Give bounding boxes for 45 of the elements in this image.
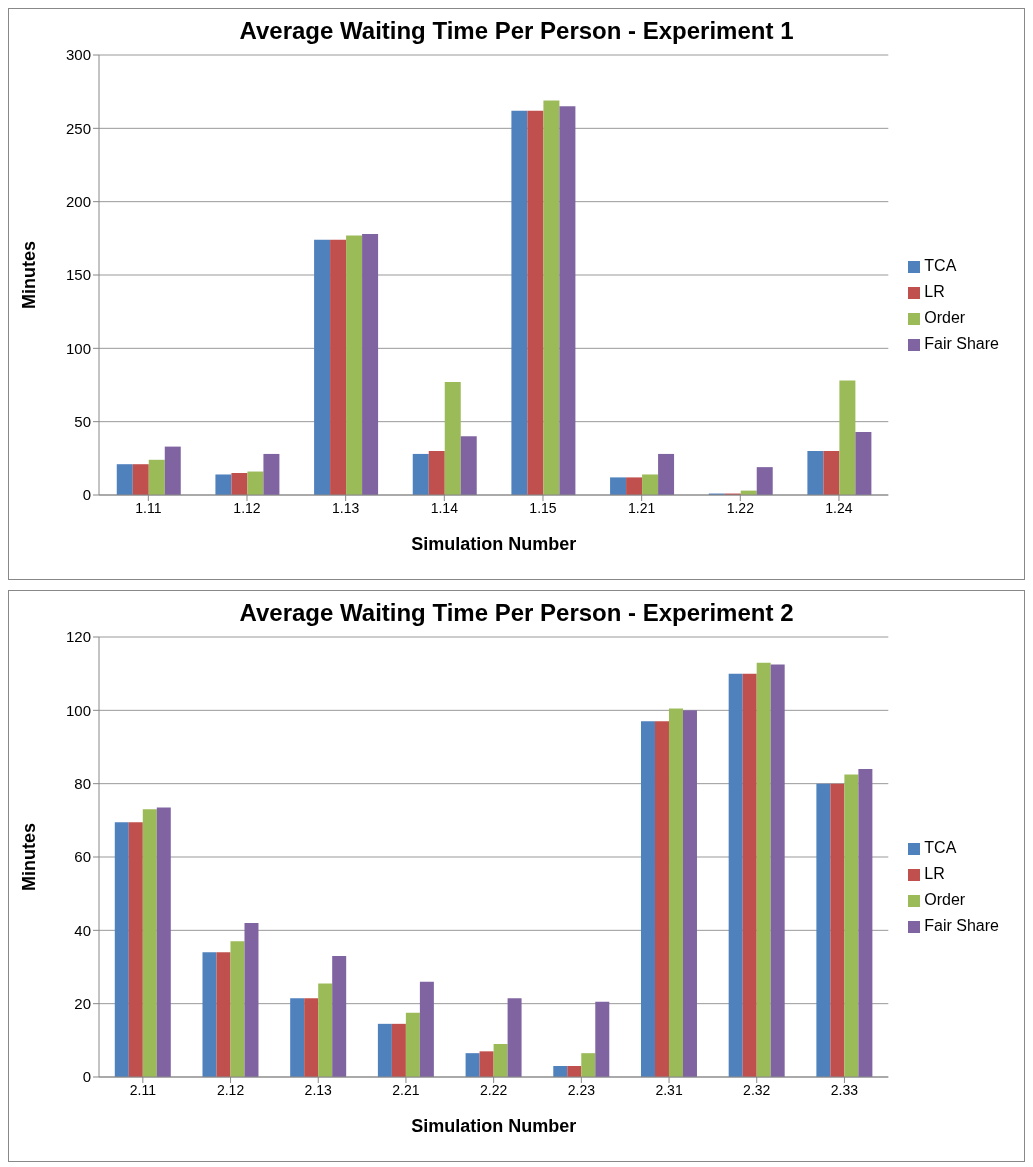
y-tick-label: 250 — [65, 119, 91, 137]
y-tick-label: 120 — [65, 628, 91, 646]
y-axis-title: Minutes — [19, 240, 40, 310]
y-tick-label: 80 — [74, 774, 91, 792]
x-tick-label: 2.32 — [743, 1081, 771, 1098]
x-tick-label: 1.12 — [233, 499, 261, 516]
x-tick-label: 2.31 — [655, 1081, 683, 1098]
x-tick-label: 2.21 — [392, 1081, 420, 1098]
x-tick-label: 1.11 — [135, 499, 162, 516]
y-tick-label: 40 — [74, 921, 91, 939]
x-tick-label: 1.13 — [332, 499, 360, 516]
x-tick-label: 2.13 — [304, 1081, 333, 1098]
legend-label: TCA — [924, 257, 957, 274]
y-tick-label: 100 — [65, 339, 91, 357]
x-tick-label: 1.22 — [726, 499, 755, 516]
y-tick-label: 50 — [74, 412, 91, 430]
y-axis-title: Minutes — [19, 822, 40, 892]
y-tick-label: 0 — [82, 1068, 91, 1086]
y-tick-label: 150 — [65, 266, 91, 284]
x-tick-label: 2.33 — [830, 1081, 859, 1098]
legend-label: Fair Share — [924, 917, 999, 934]
y-tick-label: 100 — [65, 701, 91, 719]
x-tick-label: 1.24 — [825, 499, 853, 516]
chart-title: Average Waiting Time Per Person - Experiment 1 — [238, 17, 795, 45]
legend-label: Order — [924, 891, 966, 908]
chart-title: Average Waiting Time Per Person - Experiment 2 — [238, 599, 795, 627]
legend-label: Fair Share — [924, 335, 999, 352]
legend-label: Order — [924, 309, 966, 326]
y-tick-label: 60 — [74, 848, 91, 866]
x-tick-label: 2.12 — [216, 1081, 245, 1098]
x-axis-title: Simulation Number — [411, 534, 577, 554]
legend-label: LR — [924, 283, 945, 300]
x-tick-label: 1.21 — [628, 499, 656, 516]
x-tick-label: 2.23 — [567, 1081, 596, 1098]
x-tick-label: 2.11 — [129, 1081, 157, 1098]
y-tick-label: 200 — [65, 192, 91, 210]
y-tick-label: 0 — [82, 486, 91, 504]
y-tick-label: 20 — [74, 994, 91, 1012]
x-tick-label: 2.22 — [480, 1081, 508, 1098]
x-axis-title: Simulation Number — [411, 1116, 577, 1136]
legend-label: TCA — [924, 839, 957, 856]
x-tick-label: 1.14 — [430, 499, 459, 516]
legend-label: LR — [924, 865, 945, 882]
x-tick-label: 1.15 — [529, 499, 557, 516]
y-tick-label: 300 — [65, 46, 91, 64]
